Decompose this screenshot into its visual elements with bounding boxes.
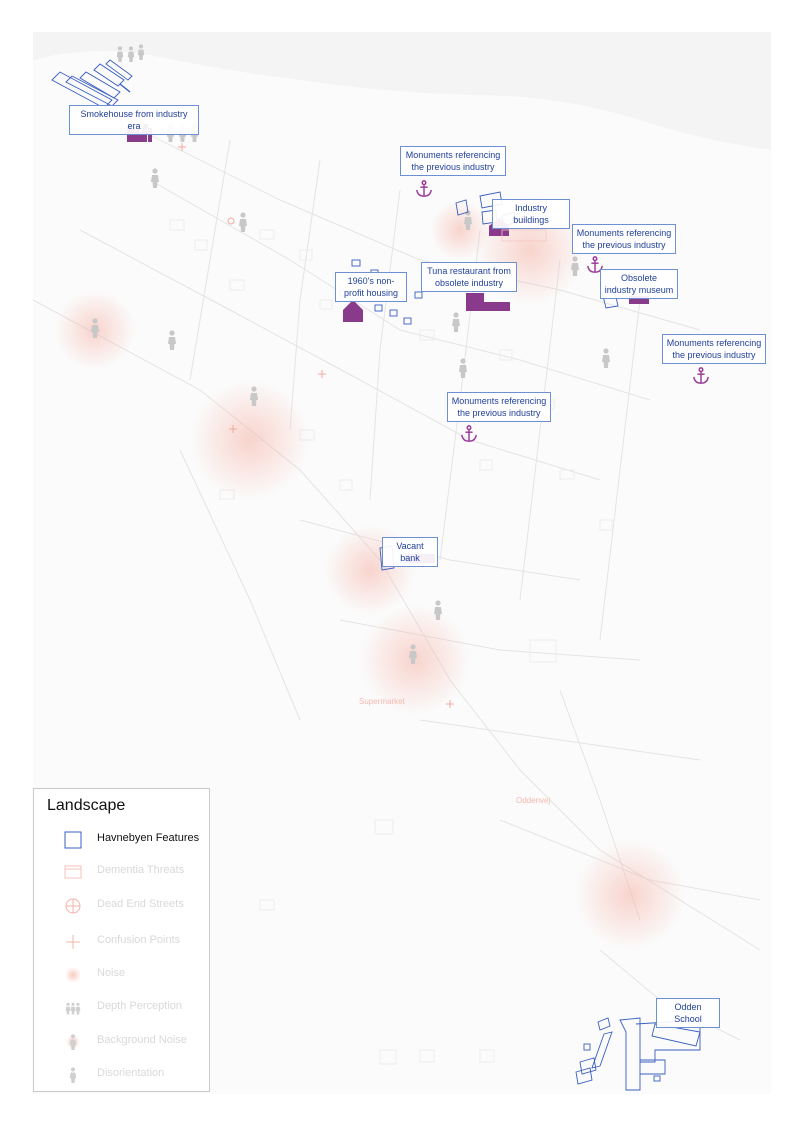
legend-label: Dementia Threats	[97, 864, 185, 876]
monument-label-2[interactable]: Monuments referencing the previous indus…	[572, 224, 676, 254]
dementia-threats	[501, 229, 547, 242]
legend-label: Background Noise	[97, 1034, 187, 1046]
monument-label-1[interactable]: Monuments referencing the previous indus…	[400, 146, 506, 176]
legend-item-confusion-points[interactable]: Confusion Points	[34, 930, 210, 954]
vacant-bank-label[interactable]: Vacant bank	[382, 537, 438, 567]
obsolete-museum-label[interactable]: Obsolete industry museum	[600, 269, 678, 299]
legend-item-dementia-threats[interactable]: Dementia Threats	[34, 860, 210, 884]
odden-school-label[interactable]: Odden School	[656, 998, 720, 1028]
people-group-icon	[65, 1002, 81, 1015]
monument-label-4[interactable]: Monuments referencing the previous indus…	[447, 392, 551, 422]
legend-item-depth-perception[interactable]: Depth Perception	[34, 996, 210, 1020]
legend-item-disorientation[interactable]: Disorientation	[34, 1063, 210, 1087]
legend-item-noise[interactable]: Noise	[34, 963, 210, 987]
legend-item-dead-end-streets[interactable]: Dead End Streets	[34, 894, 210, 918]
legend-label: Depth Perception	[97, 1000, 182, 1012]
legend-label: Noise	[97, 967, 126, 979]
noise-blob-icon	[65, 967, 81, 983]
legend-label: Disorientation	[97, 1067, 165, 1079]
legend-label: Dead End Streets	[97, 898, 184, 910]
legend-label: Confusion Points	[97, 934, 181, 946]
legend-item-background-noise[interactable]: Background Noise	[34, 1030, 210, 1054]
crosshair-circle-icon	[65, 898, 81, 914]
legend-panel: Landscape Havnebyen Features Dementia Th…	[33, 788, 210, 1092]
tuna-restaurant-label[interactable]: Tuna restaurant from obsolete industry	[421, 262, 517, 292]
supermarket-label: Supermarket	[359, 697, 405, 706]
cross-icon	[66, 935, 80, 949]
rect-outline-icon	[64, 865, 82, 879]
confusion-points	[178, 143, 454, 708]
square-outline-icon	[64, 831, 82, 849]
person-icon	[69, 1067, 77, 1083]
legend-title: Landscape	[47, 797, 126, 814]
dead-end-markers	[227, 217, 235, 225]
smokehouse-label[interactable]: Smokehouse from industry era	[69, 105, 199, 135]
industry-buildings-label[interactable]: Industry buildings	[492, 199, 570, 229]
oddenvej-label: Oddenvej	[516, 796, 551, 805]
water-area	[33, 32, 771, 150]
legend-item-havnebyen-features[interactable]: Havnebyen Features	[34, 828, 210, 852]
monument-label-3[interactable]: Monuments referencing the previous indus…	[662, 334, 766, 364]
nonprofit-housing-label[interactable]: 1960's non-profit housing	[335, 272, 407, 302]
legend-label: Havnebyen Features	[97, 832, 200, 844]
person-noise-icon	[66, 1034, 80, 1050]
